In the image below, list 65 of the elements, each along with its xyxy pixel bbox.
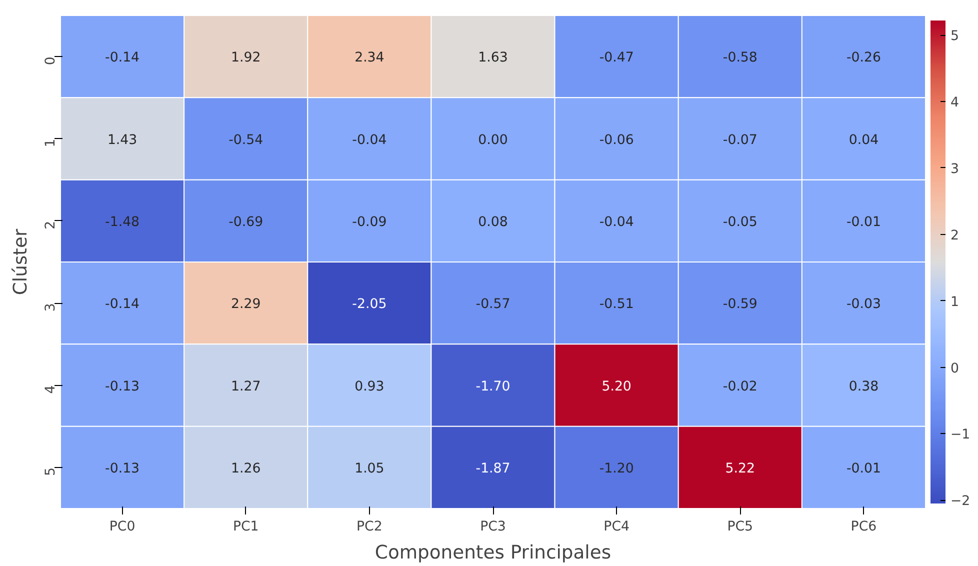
- data-label: -0.03: [846, 297, 881, 312]
- data-label: 1.43: [107, 132, 138, 148]
- data-label: 2.29: [231, 297, 261, 312]
- color-bar-label: 2: [950, 228, 959, 244]
- y-tick-label: 4: [44, 385, 58, 394]
- data-label: -0.07: [722, 132, 758, 148]
- color-bar-label: −2: [950, 494, 970, 510]
- data-label: 0.00: [478, 132, 508, 148]
- x-tick-label: PC4: [604, 520, 630, 534]
- data-label: 0.08: [478, 214, 508, 230]
- data-label: 0.04: [848, 132, 879, 148]
- y-tick-label: 3: [44, 303, 58, 312]
- color-bar-label: 5: [950, 29, 959, 44]
- data-label: 1.05: [354, 461, 384, 476]
- data-label: 1.63: [478, 50, 508, 66]
- x-tick-label: PC2: [356, 520, 382, 534]
- data-label: -0.09: [352, 214, 387, 230]
- data-label: -0.69: [228, 214, 264, 230]
- data-label: -0.51: [599, 297, 634, 312]
- color-bar-label: 3: [950, 162, 959, 177]
- data-label: -0.01: [846, 214, 881, 230]
- x-tick-label: PC5: [727, 520, 754, 534]
- data-label: -0.14: [105, 297, 140, 312]
- data-label: -0.04: [599, 214, 634, 230]
- data-label: -0.26: [846, 50, 881, 66]
- color-bar-label: 1: [950, 294, 959, 310]
- data-label: 2.34: [354, 50, 384, 66]
- data-label: -0.47: [599, 50, 634, 66]
- color-bar-label: −1: [950, 428, 970, 443]
- data-label: -0.02: [722, 379, 758, 394]
- y-tick-label: 5: [44, 467, 58, 476]
- data-label: 1.27: [231, 379, 261, 394]
- data-label: -0.05: [722, 214, 758, 230]
- data-label: -0.13: [105, 379, 140, 394]
- data-label: 0.93: [354, 379, 384, 394]
- data-label: -0.06: [599, 132, 634, 148]
- data-label: -0.04: [352, 132, 387, 148]
- y-axis-title: Clúster: [10, 228, 32, 296]
- data-label: -0.54: [228, 132, 264, 148]
- x-tick-label: PC0: [109, 520, 136, 534]
- data-label: -1.70: [476, 379, 510, 394]
- data-label: 1.26: [231, 461, 261, 476]
- x-tick-label: PC3: [480, 520, 506, 534]
- data-label: 5.20: [602, 379, 632, 394]
- data-label: -1.20: [599, 461, 634, 476]
- y-tick-label: 1: [44, 138, 58, 148]
- x-tick-label: PC6: [850, 520, 877, 534]
- data-label: -0.13: [105, 461, 140, 476]
- data-label: -0.58: [722, 50, 758, 66]
- data-label: -2.05: [352, 297, 387, 312]
- data-label: -0.59: [722, 297, 758, 312]
- data-label: 0.38: [848, 379, 879, 394]
- data-label: 1.92: [231, 50, 261, 66]
- data-label: -0.01: [846, 461, 881, 476]
- y-tick-label: 2: [44, 220, 58, 230]
- color-bar-label: 4: [950, 96, 959, 111]
- x-tick-label: PC1: [232, 520, 259, 534]
- data-label: -1.48: [105, 214, 140, 230]
- data-label: -0.14: [105, 50, 140, 66]
- color-bar-label: 0: [950, 361, 959, 376]
- data-label: -1.87: [476, 461, 510, 476]
- data-label: 5.22: [725, 461, 755, 476]
- x-axis-title: Componentes Principales: [374, 542, 612, 564]
- data-label: -0.57: [476, 297, 510, 312]
- y-tick-label: 0: [44, 56, 58, 66]
